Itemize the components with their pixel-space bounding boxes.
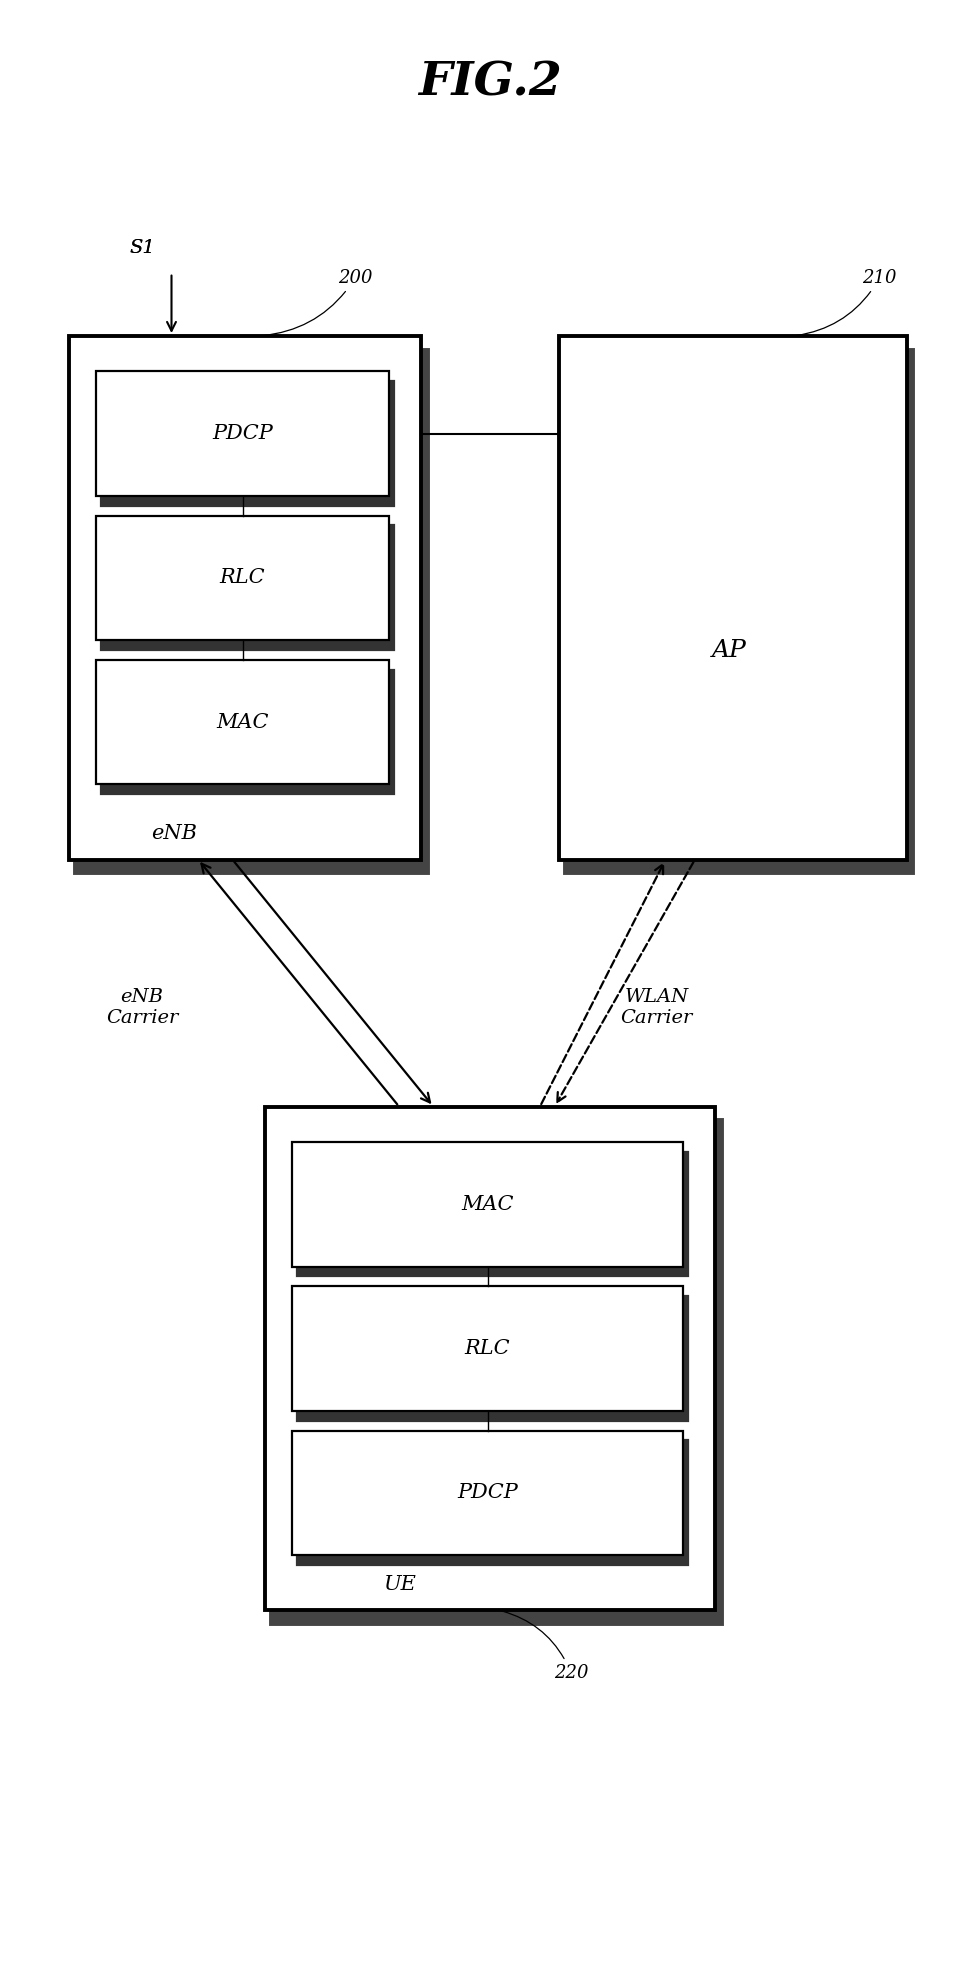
Bar — [69, 336, 421, 860]
Bar — [292, 1286, 683, 1411]
Text: eNB
Carrier: eNB Carrier — [106, 988, 178, 1028]
Bar — [297, 1152, 688, 1276]
Text: 200: 200 — [263, 269, 372, 336]
Bar — [292, 1431, 683, 1555]
Text: MAC: MAC — [462, 1195, 514, 1213]
Bar — [96, 516, 389, 640]
Text: PDCP: PDCP — [458, 1484, 518, 1502]
Text: 210: 210 — [797, 269, 897, 336]
Bar — [265, 1107, 715, 1610]
Text: S1: S1 — [129, 239, 155, 257]
Bar — [101, 381, 394, 506]
Text: S1: S1 — [129, 239, 155, 257]
Text: RLC: RLC — [465, 1340, 511, 1358]
Text: WLAN
Carrier: WLAN Carrier — [620, 988, 693, 1028]
Bar — [101, 526, 394, 650]
Bar — [297, 1296, 688, 1421]
Bar — [559, 336, 906, 860]
Bar — [297, 1441, 688, 1565]
Bar — [75, 350, 428, 873]
Bar — [271, 1120, 722, 1624]
Bar — [101, 670, 394, 794]
Bar — [96, 371, 389, 496]
Text: MAC: MAC — [217, 713, 269, 731]
Bar — [96, 660, 389, 784]
Text: AP: AP — [711, 638, 747, 662]
Text: 220: 220 — [503, 1610, 588, 1682]
Text: FIG.2: FIG.2 — [418, 59, 562, 105]
Text: UE: UE — [383, 1575, 416, 1595]
Text: RLC: RLC — [220, 569, 266, 587]
Bar — [292, 1142, 683, 1267]
Bar — [565, 350, 913, 873]
Text: eNB: eNB — [152, 824, 197, 844]
Text: PDCP: PDCP — [213, 425, 273, 443]
